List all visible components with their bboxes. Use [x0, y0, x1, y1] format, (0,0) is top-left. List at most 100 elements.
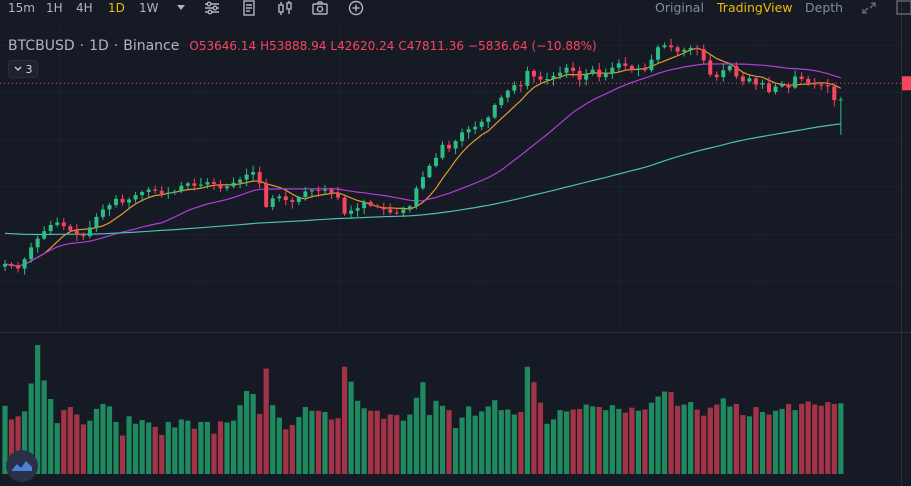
candle-body [238, 179, 243, 183]
last-price-tag [902, 76, 911, 91]
timeframe-15m[interactable]: 15m [8, 1, 35, 15]
candle-body [342, 197, 347, 214]
moving-averages [4, 47, 842, 267]
volume-bar [270, 405, 276, 474]
note-icon[interactable] [240, 0, 258, 16]
candle-body [120, 198, 125, 203]
timeframe-4h[interactable]: 4H [76, 1, 93, 15]
indicator-toggle-button[interactable]: 3 [8, 60, 38, 78]
volume-bar [681, 404, 687, 474]
timeframe-1h[interactable]: 1H [46, 1, 63, 15]
timeframe-1w[interactable]: 1W [139, 1, 159, 15]
volume-bar [341, 366, 348, 474]
candle-body [349, 210, 354, 214]
candle-body [179, 185, 184, 192]
toolbar: 15m 1H 4H 1D 1W Original TradingView Dep… [0, 0, 911, 16]
volume-bar [381, 418, 387, 474]
volume-bar [518, 412, 524, 474]
candle-body [825, 85, 830, 87]
volume-bar [694, 409, 700, 474]
candle-body [806, 78, 811, 84]
candle-body [107, 205, 112, 210]
panel-icon[interactable] [895, 0, 911, 16]
candle-body [642, 68, 647, 71]
candle-body [819, 84, 824, 86]
volume-bar [557, 410, 563, 474]
expand-icon[interactable] [860, 0, 878, 16]
volume-bar [727, 406, 733, 474]
candle-body [499, 97, 504, 106]
chevron-down-icon[interactable] [172, 0, 190, 16]
candle-body [727, 65, 732, 71]
volume-bar [178, 419, 184, 474]
candle-body [94, 216, 99, 228]
volume-bar [459, 417, 465, 474]
volume-bar [446, 410, 452, 474]
candle-body [381, 206, 386, 210]
volume-bar [531, 382, 537, 474]
candle-body [251, 172, 256, 175]
volume-bar [106, 406, 113, 474]
candle-body [185, 183, 190, 186]
timeframe-1d[interactable]: 1D [108, 1, 125, 15]
candle-body [81, 234, 86, 237]
candle-body [518, 85, 523, 87]
volume-bar [361, 408, 367, 474]
candle-body [662, 45, 667, 48]
volume-bar [550, 419, 557, 474]
volume-bar [544, 423, 550, 474]
volume-bar [28, 383, 34, 474]
candle-body [486, 117, 491, 122]
candle-body [453, 141, 458, 149]
candle-body [636, 68, 641, 70]
candle-body [473, 126, 478, 130]
volume-bar [439, 405, 446, 474]
volume-bar [191, 428, 197, 474]
volume-bar [505, 409, 511, 474]
candle-body [512, 85, 517, 91]
candle-body [525, 70, 530, 86]
candle-body [590, 69, 595, 74]
volume-bar [635, 410, 642, 474]
candle-body [832, 86, 837, 101]
candle-body [198, 184, 203, 186]
view-tradingview-tab[interactable]: TradingView [717, 0, 793, 15]
candle-body [127, 199, 132, 203]
candle-body [303, 191, 308, 197]
candle-body [264, 183, 269, 207]
volume-bar [655, 396, 661, 474]
volume-bar [831, 403, 837, 474]
volume-bar [315, 410, 322, 474]
volume-bar [603, 410, 609, 474]
candle-body [688, 47, 693, 50]
volume-bar [2, 405, 8, 474]
candle-body [211, 182, 216, 184]
candle-body [146, 189, 151, 193]
candle-body [329, 189, 334, 194]
volume-bar [328, 419, 335, 474]
chevron-down-icon [14, 66, 21, 71]
volume-bar [113, 421, 119, 474]
candle-body [629, 65, 634, 70]
volume-bar [394, 415, 400, 474]
plus-circle-icon[interactable] [347, 0, 365, 16]
volume-bar [596, 407, 602, 474]
candle-body [701, 49, 706, 61]
candle-body [603, 73, 608, 78]
candle-body [479, 121, 484, 127]
candle-body [375, 205, 380, 207]
volume-bar [407, 414, 413, 474]
candles-icon[interactable] [276, 0, 294, 16]
camera-icon[interactable] [311, 0, 329, 16]
candle-body [466, 129, 471, 133]
view-original-tab[interactable]: Original [655, 0, 704, 15]
volume-bar [48, 398, 54, 474]
sliders-icon[interactable] [203, 0, 221, 16]
volume-bar [348, 381, 354, 474]
candle-body [551, 75, 556, 79]
volume-bar [479, 411, 485, 474]
view-depth-tab[interactable]: Depth [805, 0, 844, 15]
volume-bar [100, 403, 106, 474]
legend-interval: 1D [89, 38, 109, 54]
